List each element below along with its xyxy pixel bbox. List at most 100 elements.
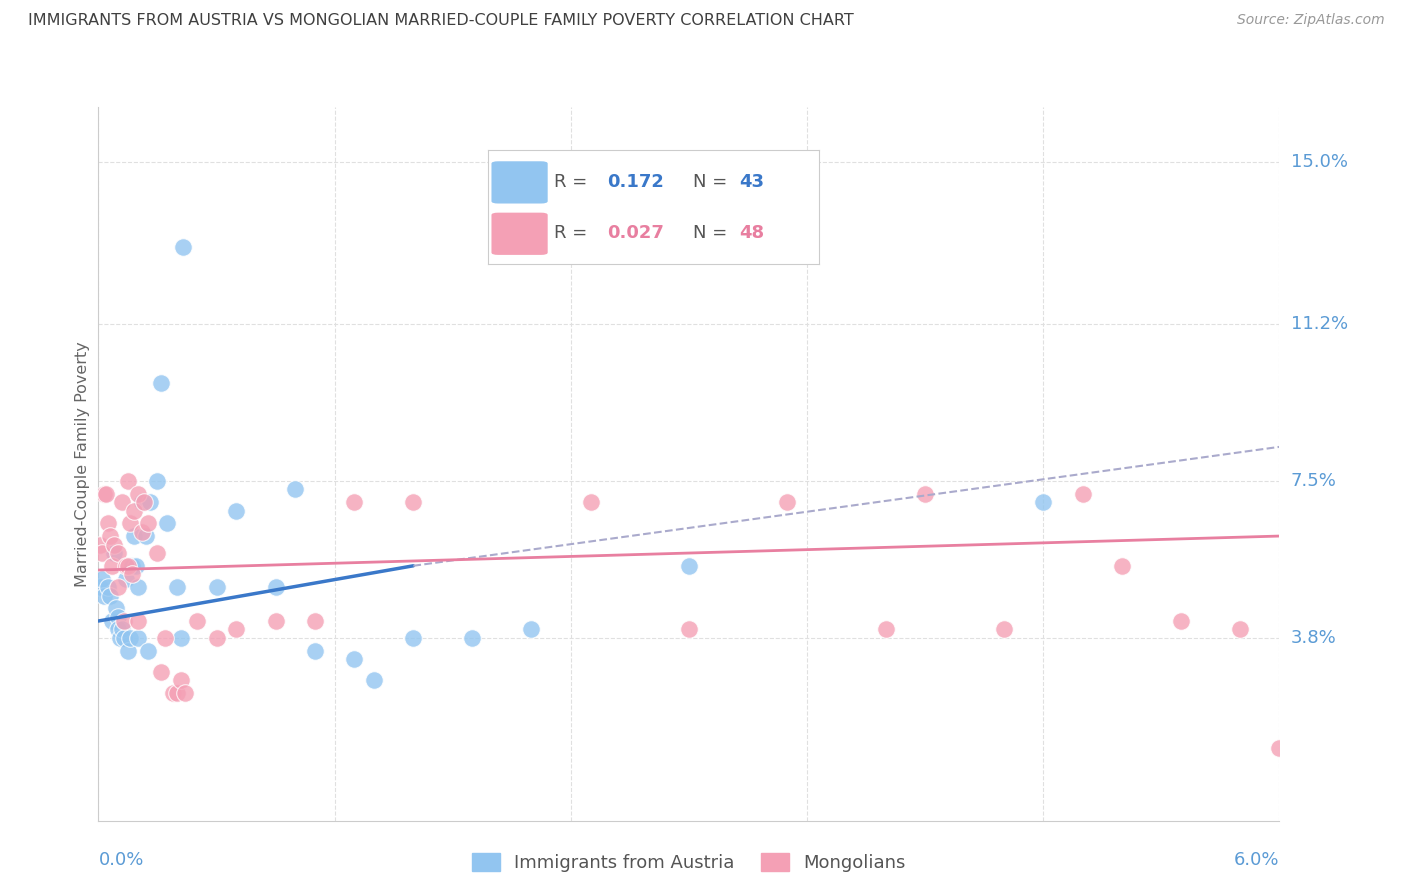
Point (776, 495, 799, 509)
Point (1268, 741, 1291, 756)
FancyBboxPatch shape (492, 161, 548, 203)
Text: 6.0%: 6.0% (1234, 851, 1279, 869)
Point (98, 529, 121, 543)
Point (172, 240, 194, 254)
Point (118, 631, 141, 645)
Point (98, 589, 121, 603)
Point (112, 614, 135, 628)
Point (111, 623, 134, 637)
Point (135, 529, 157, 543)
Point (155, 631, 177, 645)
Point (122, 503, 145, 517)
Text: Source: ZipAtlas.com: Source: ZipAtlas.com (1237, 13, 1385, 28)
Point (127, 614, 149, 628)
Point (136, 644, 159, 658)
Text: IMMIGRANTS FROM AUSTRIA VS MONGOLIAN MARRIED-COUPLE FAMILY POVERTY CORRELATION C: IMMIGRANTS FROM AUSTRIA VS MONGOLIAN MAR… (28, 13, 853, 29)
Point (1032, 495, 1054, 509)
Point (162, 686, 184, 700)
Text: 3.8%: 3.8% (1291, 629, 1336, 647)
Text: N =: N = (693, 173, 727, 191)
Text: 11.2%: 11.2% (1291, 315, 1348, 333)
Point (101, 558, 124, 573)
Point (914, 486, 936, 500)
Point (304, 614, 326, 628)
Point (146, 474, 169, 488)
Point (225, 503, 247, 517)
Point (97, 516, 120, 531)
Point (96, 486, 118, 500)
Point (264, 580, 287, 594)
Point (363, 673, 385, 688)
Point (122, 529, 145, 543)
Point (170, 673, 193, 688)
Point (127, 486, 149, 500)
Point (115, 558, 138, 573)
Text: 0.0%: 0.0% (98, 851, 143, 869)
Point (107, 546, 129, 560)
Point (579, 495, 602, 509)
Point (402, 495, 425, 509)
Text: 48: 48 (740, 224, 765, 243)
Point (91, 546, 114, 560)
Point (343, 652, 366, 666)
Point (166, 580, 188, 594)
Point (107, 623, 129, 637)
Text: 43: 43 (740, 173, 765, 191)
Point (225, 623, 247, 637)
Point (89, 537, 111, 551)
Text: 0.172: 0.172 (607, 173, 664, 191)
Point (136, 516, 159, 531)
Point (125, 558, 148, 573)
Point (108, 631, 131, 645)
Point (1071, 486, 1094, 500)
Point (1111, 558, 1133, 573)
Point (115, 572, 138, 586)
Point (117, 644, 139, 658)
Point (1229, 623, 1251, 637)
Point (107, 580, 129, 594)
Point (132, 495, 155, 509)
Point (304, 644, 326, 658)
Point (461, 631, 484, 645)
Point (1170, 614, 1192, 628)
Point (150, 376, 173, 391)
Text: 15.0%: 15.0% (1291, 153, 1347, 171)
Point (93, 589, 115, 603)
Point (138, 495, 160, 509)
Point (166, 686, 188, 700)
Point (107, 609, 129, 624)
Text: N =: N = (693, 224, 727, 243)
Point (93, 486, 115, 500)
Point (520, 623, 543, 637)
Text: 0.027: 0.027 (607, 224, 664, 243)
Point (146, 546, 169, 560)
Point (111, 495, 134, 509)
Point (97, 580, 120, 594)
Point (678, 623, 700, 637)
Point (112, 631, 135, 645)
Point (678, 558, 700, 573)
Point (105, 601, 128, 615)
Point (284, 483, 307, 497)
Point (117, 474, 139, 488)
Point (993, 623, 1015, 637)
Point (131, 524, 153, 539)
Point (89, 580, 111, 594)
Point (875, 623, 897, 637)
Point (402, 631, 425, 645)
Point (150, 665, 173, 679)
Point (121, 567, 143, 582)
Point (127, 631, 149, 645)
Text: R =: R = (554, 173, 588, 191)
Point (131, 495, 153, 509)
Point (205, 580, 228, 594)
Legend: Immigrants from Austria, Mongolians: Immigrants from Austria, Mongolians (465, 846, 912, 880)
Point (91, 572, 114, 586)
Point (264, 614, 287, 628)
Point (103, 537, 125, 551)
Point (343, 495, 366, 509)
Point (156, 516, 179, 531)
Y-axis label: Married-Couple Family Poverty: Married-Couple Family Poverty (75, 341, 90, 587)
Point (205, 631, 228, 645)
Point (103, 546, 125, 560)
